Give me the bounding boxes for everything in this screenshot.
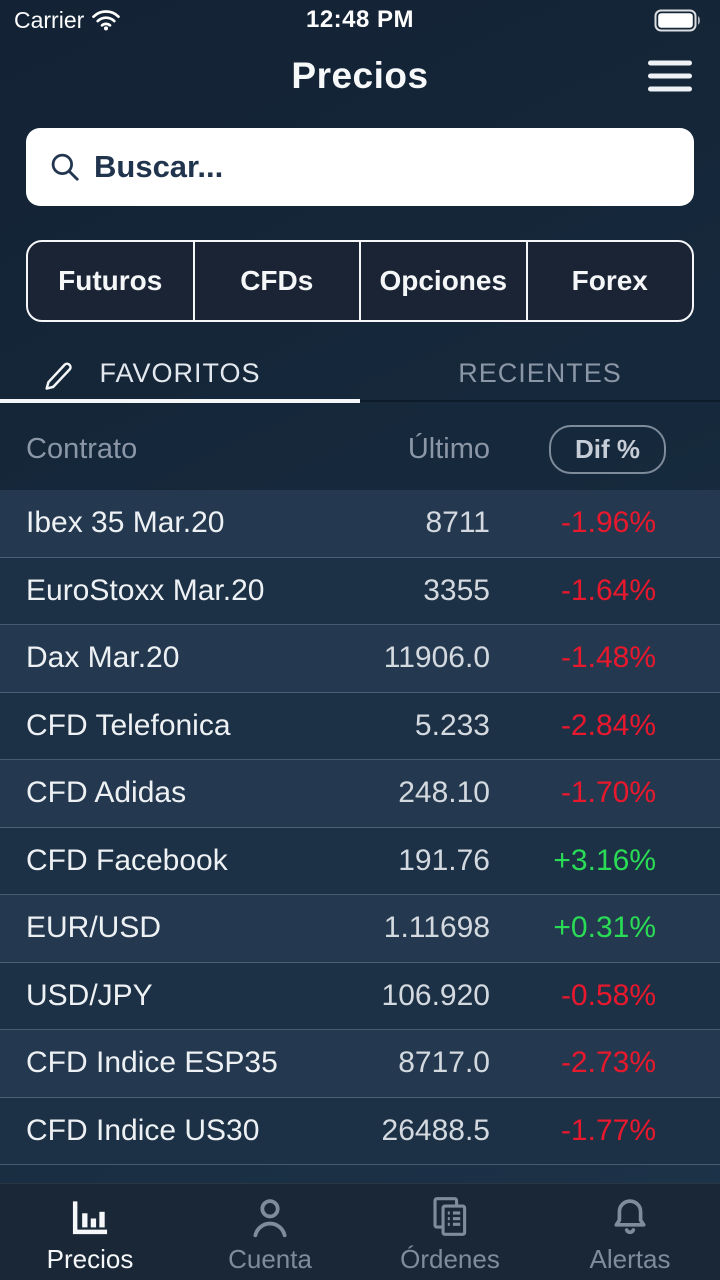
list-tabs: FAVORITOS RECIENTES (0, 346, 720, 403)
last-price: 8717.0 (398, 1046, 490, 1080)
diff-percent: -0.58% (560, 978, 656, 1012)
segment-futuros[interactable]: Futuros (58, 265, 163, 296)
contract-name: CFD Adidas (26, 776, 187, 810)
contract-name: EuroStoxx Mar.20 (26, 573, 265, 607)
contract-name: USD/JPY (26, 978, 153, 1012)
table-row[interactable]: EUR/USD 1.11698 +0.31% (0, 895, 720, 963)
last-price: 11906.0 (383, 641, 490, 675)
instrument-filter: Futuros CFDs Opciones Forex (26, 240, 694, 322)
tab-favoritos[interactable]: FAVORITOS (0, 346, 360, 403)
last-price: 3355 (423, 573, 490, 607)
diff-percent: -1.64% (560, 573, 656, 607)
tabbar-item-ordenes[interactable]: Órdenes (360, 1184, 540, 1280)
search-input[interactable] (94, 149, 672, 185)
table-row[interactable]: Ibex 35 Mar.20 8711 -1.96% (0, 490, 720, 558)
segment-cfds[interactable]: CFDs (192, 242, 360, 320)
last-price: 5.233 (414, 708, 490, 742)
table-row[interactable]: Dax Mar.20 11906.0 -1.48% (0, 625, 720, 693)
table-header: Contrato Último Dif % (0, 402, 720, 490)
page-title: Precios (291, 55, 429, 96)
tabbar-label-precios: Precios (46, 1244, 134, 1274)
table-row[interactable]: CFD Facebook 191.76 +3.16% (0, 827, 720, 895)
last-price: 106.920 (381, 978, 490, 1012)
price-table-body: Ibex 35 Mar.20 8711 -1.96% EuroStoxx Mar… (0, 490, 720, 1165)
column-header-last: Último (407, 432, 490, 465)
bell-icon (608, 1196, 652, 1238)
orders-document-icon (428, 1196, 472, 1238)
table-row[interactable]: EuroStoxx Mar.20 3355 -1.64% (0, 557, 720, 625)
tabbar-item-precios[interactable]: Precios (0, 1184, 180, 1280)
last-price: 8711 (425, 506, 490, 540)
last-price: 191.76 (398, 843, 490, 877)
status-bar: Carrier 12:48 PM (0, 0, 720, 40)
edit-pencil-icon[interactable] (38, 353, 76, 393)
diff-percent: -1.48% (560, 641, 656, 675)
contract-name: EUR/USD (26, 911, 162, 945)
contract-name: CFD Telefonica (26, 708, 231, 742)
tabbar-item-cuenta[interactable]: Cuenta (180, 1184, 360, 1280)
diff-percent: -1.77% (560, 1113, 656, 1147)
table-row[interactable]: CFD Telefonica 5.233 -2.84% (0, 692, 720, 760)
app-header: Precios (0, 40, 720, 112)
tabbar-item-alertas[interactable]: Alertas (540, 1184, 720, 1280)
bottom-tab-bar: Precios Cuenta Órdenes (0, 1183, 720, 1280)
diff-percent: -2.84% (560, 708, 656, 742)
menu-icon[interactable] (648, 60, 692, 92)
diff-percent: -1.96% (560, 506, 656, 540)
last-price: 248.10 (398, 776, 490, 810)
tabbar-label-alertas: Alertas (589, 1244, 671, 1274)
column-header-contract: Contrato (26, 432, 138, 465)
table-row[interactable]: CFD Indice ESP35 8717.0 -2.73% (0, 1030, 720, 1098)
table-row[interactable]: CFD Indice US30 26488.5 -1.77% (0, 1097, 720, 1165)
contract-name: CFD Indice ESP35 (26, 1046, 278, 1080)
tab-recientes[interactable]: RECIENTES (360, 346, 720, 400)
last-price: 1.11698 (383, 911, 490, 945)
tab-favoritos-label: FAVORITOS (99, 357, 261, 388)
contract-name: Dax Mar.20 (26, 641, 180, 675)
wifi-icon (92, 9, 121, 31)
search-icon (48, 150, 82, 184)
diff-percent: -2.73% (560, 1046, 656, 1080)
segment-forex[interactable]: Forex (525, 242, 693, 320)
tabbar-label-ordenes: Órdenes (400, 1244, 500, 1274)
bar-chart-icon (67, 1196, 113, 1238)
diff-percent-toggle[interactable]: Dif % (549, 424, 666, 474)
segment-opciones[interactable]: Opciones (359, 242, 526, 320)
carrier-label: Carrier (14, 6, 85, 33)
contract-name: Ibex 35 Mar.20 (26, 506, 225, 540)
diff-percent: +0.31% (553, 911, 656, 945)
contract-name: CFD Indice US30 (26, 1113, 260, 1147)
table-row[interactable]: USD/JPY 106.920 -0.58% (0, 962, 720, 1030)
tabbar-label-cuenta: Cuenta (228, 1244, 312, 1274)
last-price: 26488.5 (381, 1113, 490, 1147)
person-icon (248, 1196, 292, 1238)
clock: 12:48 PM (305, 6, 415, 33)
search-bar[interactable] (26, 128, 694, 206)
battery-icon (654, 9, 702, 32)
diff-percent: -1.70% (560, 776, 656, 810)
table-row[interactable]: CFD Adidas 248.10 -1.70% (0, 760, 720, 828)
diff-percent: +3.16% (553, 843, 656, 877)
contract-name: CFD Facebook (26, 843, 228, 877)
tab-recientes-label: RECIENTES (458, 357, 622, 388)
